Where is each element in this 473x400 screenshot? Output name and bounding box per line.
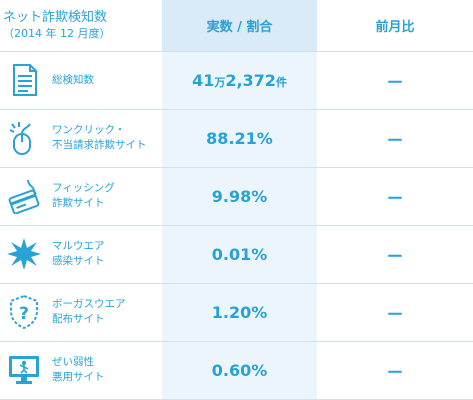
row-value: 9.98% [211, 187, 268, 206]
row-label: 総検知数 [52, 73, 94, 88]
row-value: 88.21% [206, 129, 273, 148]
row-change: ー [386, 246, 403, 266]
value-unit-ken: 件 [275, 76, 287, 89]
row-change: ー [386, 130, 403, 150]
row-label-line2: 詐欺サイト [52, 197, 105, 209]
row-change-cell: ー [317, 168, 473, 225]
column-header-value: 実数 / 割合 [206, 20, 273, 35]
row-label: ワンクリック・ 不当請求詐欺サイト [52, 123, 147, 153]
row-label-line1: 総検知数 [52, 74, 94, 86]
row-label-cell: マルウエア 感染サイト [0, 226, 162, 283]
row-change: ー [386, 72, 403, 92]
row-change-cell: ー [317, 226, 473, 283]
value-unit-man: 万 [214, 76, 226, 89]
row-change-cell: ー [317, 342, 473, 399]
document-icon [6, 62, 42, 98]
row-label-cell: ぜい弱性 悪用サイト [0, 342, 162, 399]
row-value-cell: 0.60% [162, 342, 317, 399]
table-row-phishing: フィッシング 詐欺サイト 9.98% ー [0, 168, 473, 225]
phishing-card-icon [6, 178, 42, 215]
row-label-cell: 総検知数 [0, 52, 162, 109]
row-value: 41万2,372件 [192, 71, 287, 90]
table-header: ネット詐欺検知数 （2014 年 12 月度） 実数 / 割合 前月比 [0, 0, 473, 51]
table-period: （2014 年 12 月度） [3, 27, 111, 40]
row-label-cell: ? ボーガスウエア 配布サイト [0, 284, 162, 341]
divider [0, 341, 473, 342]
row-change-cell: ー [317, 284, 473, 341]
row-change: ー [386, 304, 403, 324]
header-value-cell: 実数 / 割合 [162, 0, 317, 51]
table-row-oneclick: ワンクリック・ 不当請求詐欺サイト 88.21% ー [0, 110, 473, 167]
row-label: ぜい弱性 悪用サイト [52, 355, 105, 385]
value-man-number: 41 [192, 71, 215, 90]
table-row-vulnerability: ぜい弱性 悪用サイト 0.60% ー [0, 342, 473, 399]
row-label-cell: フィッシング 詐欺サイト [0, 168, 162, 225]
row-label-line1: ぜい弱性 [52, 356, 94, 368]
mouse-click-icon [6, 120, 42, 156]
row-label-line1: フィッシング [52, 182, 115, 194]
malware-burst-icon [6, 236, 42, 272]
row-label-line1: ワンクリック・ [52, 124, 126, 136]
vulnerable-monitor-icon [6, 352, 42, 388]
row-label-line2: 配布サイト [52, 313, 105, 325]
row-label-line2: 不当請求詐欺サイト [52, 139, 147, 151]
row-value-cell: 1.20% [162, 284, 317, 341]
row-change: ー [386, 188, 403, 208]
row-label-line1: ボーガスウエア [52, 298, 126, 310]
row-value: 0.01% [211, 245, 268, 264]
row-change-cell: ー [317, 110, 473, 167]
table-row-bogusware: ? ボーガスウエア 配布サイト 1.20% ー [0, 284, 473, 341]
header-change-cell: 前月比 [317, 0, 473, 51]
divider [0, 225, 473, 226]
row-value-cell: 9.98% [162, 168, 317, 225]
row-change: ー [386, 362, 403, 382]
row-value: 0.60% [211, 361, 268, 380]
row-label-cell: ワンクリック・ 不当請求詐欺サイト [0, 110, 162, 167]
value-number: 2,372 [225, 71, 276, 90]
svg-text:?: ? [19, 304, 29, 324]
row-change-cell: ー [317, 52, 473, 109]
row-label-line2: 感染サイト [52, 255, 105, 267]
row-value: 1.20% [211, 303, 268, 322]
divider [0, 51, 473, 52]
divider [0, 109, 473, 110]
row-label: ボーガスウエア 配布サイト [52, 297, 126, 327]
row-value-cell: 41万2,372件 [162, 52, 317, 109]
divider [0, 283, 473, 284]
row-label-line1: マルウエア [52, 240, 105, 252]
row-value-cell: 88.21% [162, 110, 317, 167]
table-row-total: 総検知数 41万2,372件 ー [0, 52, 473, 109]
header-title-cell: ネット詐欺検知数 （2014 年 12 月度） [0, 0, 162, 51]
row-value-cell: 0.01% [162, 226, 317, 283]
row-label: フィッシング 詐欺サイト [52, 181, 115, 211]
row-label-line2: 悪用サイト [52, 371, 105, 383]
table-row-malware: マルウエア 感染サイト 0.01% ー [0, 226, 473, 283]
table-title: ネット詐欺検知数 [3, 10, 108, 25]
row-label: マルウエア 感染サイト [52, 239, 105, 269]
divider [0, 167, 473, 168]
bogus-shield-icon: ? [6, 294, 42, 330]
column-header-change: 前月比 [375, 20, 415, 35]
